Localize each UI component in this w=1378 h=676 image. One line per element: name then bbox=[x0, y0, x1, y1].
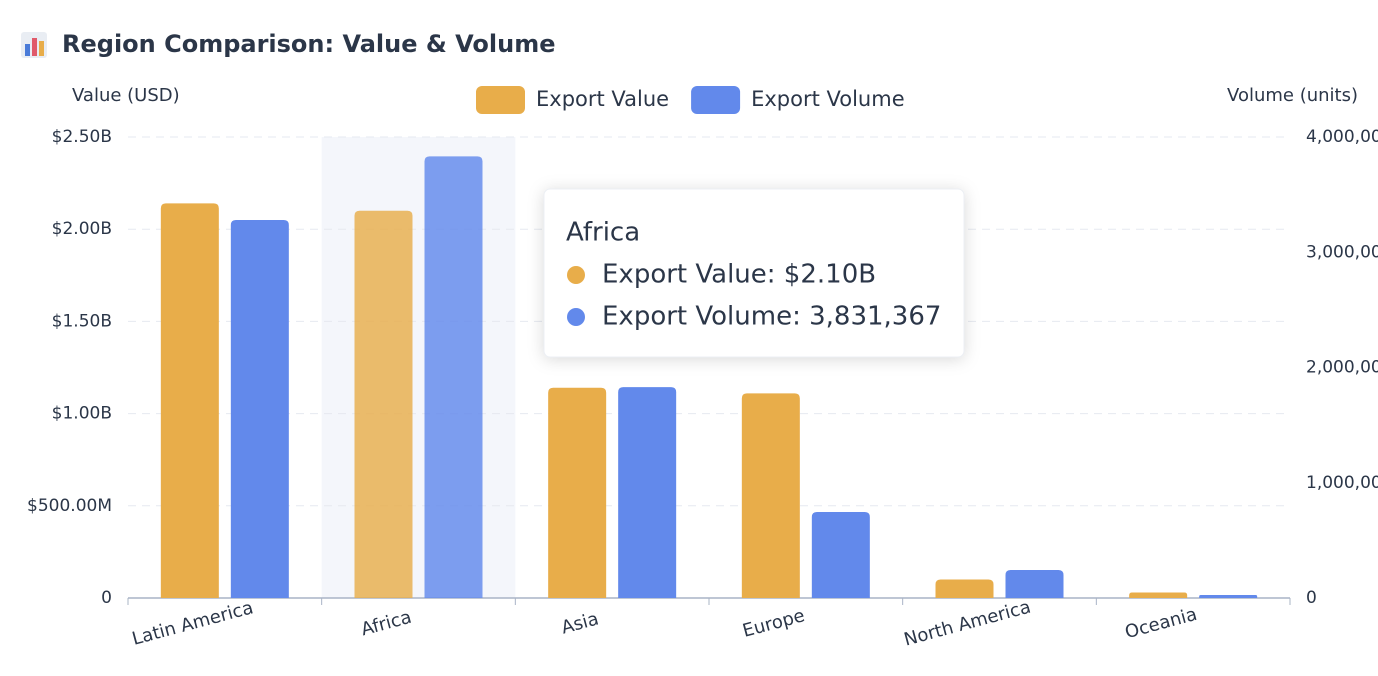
legend-label: Export Value bbox=[536, 87, 669, 111]
bar bbox=[548, 387, 607, 598]
title-icon bbox=[21, 32, 47, 58]
bar bbox=[618, 387, 677, 598]
bar bbox=[935, 579, 994, 598]
bar bbox=[1199, 595, 1258, 598]
y-axis-title: Value (USD) bbox=[72, 85, 180, 106]
x-tick-label: Africa bbox=[359, 607, 414, 641]
y-tick-label: $1.00B bbox=[52, 404, 112, 424]
tooltip-dot bbox=[567, 308, 585, 326]
x-tick-label: Latin America bbox=[130, 597, 256, 650]
bar bbox=[811, 512, 870, 598]
tooltip-title: Africa bbox=[566, 218, 640, 248]
bar bbox=[424, 156, 483, 599]
x-tick-label: Oceania bbox=[1123, 604, 1200, 643]
y2-tick-label: 0 bbox=[1306, 588, 1317, 608]
bar bbox=[230, 219, 289, 599]
y-tick-label: $2.50B bbox=[52, 127, 112, 147]
bar bbox=[741, 393, 800, 598]
y2-tick-label: 4,000,000 bbox=[1306, 127, 1378, 147]
tooltip-dot bbox=[567, 266, 585, 284]
bar bbox=[354, 210, 413, 598]
bar bbox=[160, 203, 219, 598]
legend-label: Export Volume bbox=[751, 87, 905, 111]
tooltip-box bbox=[543, 188, 965, 358]
y2-tick-label: 1,000,000 bbox=[1306, 473, 1378, 493]
y-tick-label: $2.00B bbox=[52, 219, 112, 239]
tooltip-line: Export Value: $2.10B bbox=[602, 260, 876, 290]
tooltip-line: Export Volume: 3,831,367 bbox=[602, 302, 941, 332]
tooltip: Africa Export Value: $2.10B Export Volume:… bbox=[543, 188, 965, 358]
legend-swatch bbox=[476, 86, 525, 114]
chart-title: Region Comparison: Value & Volume bbox=[62, 30, 556, 58]
bar bbox=[1129, 592, 1188, 598]
y2-tick-label: 2,000,000 bbox=[1306, 358, 1378, 378]
x-tick-label: Europe bbox=[740, 605, 807, 642]
y-tick-label: 0 bbox=[101, 588, 112, 608]
y2-axis-title: Volume (units) bbox=[1227, 85, 1358, 106]
x-tick-label: Asia bbox=[559, 608, 601, 638]
legend-swatch bbox=[691, 86, 741, 114]
y-tick-label: $500.00M bbox=[27, 496, 112, 516]
highlight-band bbox=[321, 137, 516, 598]
bar bbox=[1005, 569, 1064, 598]
x-tick-label: North America bbox=[902, 597, 1033, 651]
y-tick-label: $1.50B bbox=[52, 311, 112, 331]
y2-tick-label: 3,000,000 bbox=[1306, 242, 1378, 262]
